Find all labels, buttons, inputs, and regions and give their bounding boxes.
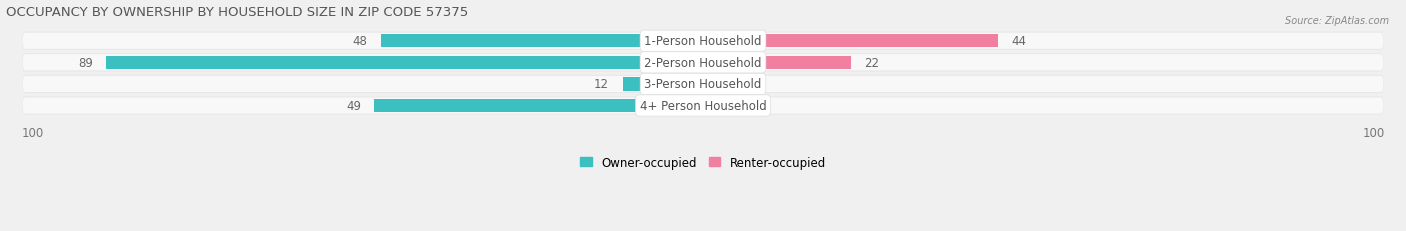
Text: 89: 89 (77, 57, 93, 70)
Bar (703, 35, 998, 48)
Text: 3-Person Household: 3-Person Household (644, 78, 762, 91)
Text: 12: 12 (595, 78, 609, 91)
Text: 4+ Person Household: 4+ Person Household (640, 100, 766, 112)
Text: 0: 0 (749, 78, 758, 91)
Text: 1-Person Household: 1-Person Household (644, 35, 762, 48)
Legend: Owner-occupied, Renter-occupied: Owner-occupied, Renter-occupied (575, 152, 831, 174)
Bar (703, 99, 737, 113)
FancyBboxPatch shape (22, 75, 1384, 94)
Bar (105, 56, 703, 70)
FancyBboxPatch shape (22, 76, 1384, 93)
Text: OCCUPANCY BY OWNERSHIP BY HOUSEHOLD SIZE IN ZIP CODE 57375: OCCUPANCY BY OWNERSHIP BY HOUSEHOLD SIZE… (6, 6, 468, 18)
Text: 22: 22 (863, 57, 879, 70)
Bar (374, 99, 703, 113)
FancyBboxPatch shape (22, 97, 1384, 115)
Text: 44: 44 (1011, 35, 1026, 48)
FancyBboxPatch shape (22, 55, 1384, 71)
FancyBboxPatch shape (22, 33, 1384, 51)
FancyBboxPatch shape (22, 54, 1384, 72)
Text: Source: ZipAtlas.com: Source: ZipAtlas.com (1285, 16, 1389, 26)
Bar (703, 78, 737, 91)
Text: 2-Person Household: 2-Person Household (644, 57, 762, 70)
Bar (381, 35, 703, 48)
FancyBboxPatch shape (22, 98, 1384, 114)
Bar (623, 78, 703, 91)
Bar (703, 56, 851, 70)
Text: 0: 0 (749, 100, 758, 112)
FancyBboxPatch shape (22, 33, 1384, 50)
Text: 48: 48 (353, 35, 368, 48)
Text: 49: 49 (346, 100, 361, 112)
